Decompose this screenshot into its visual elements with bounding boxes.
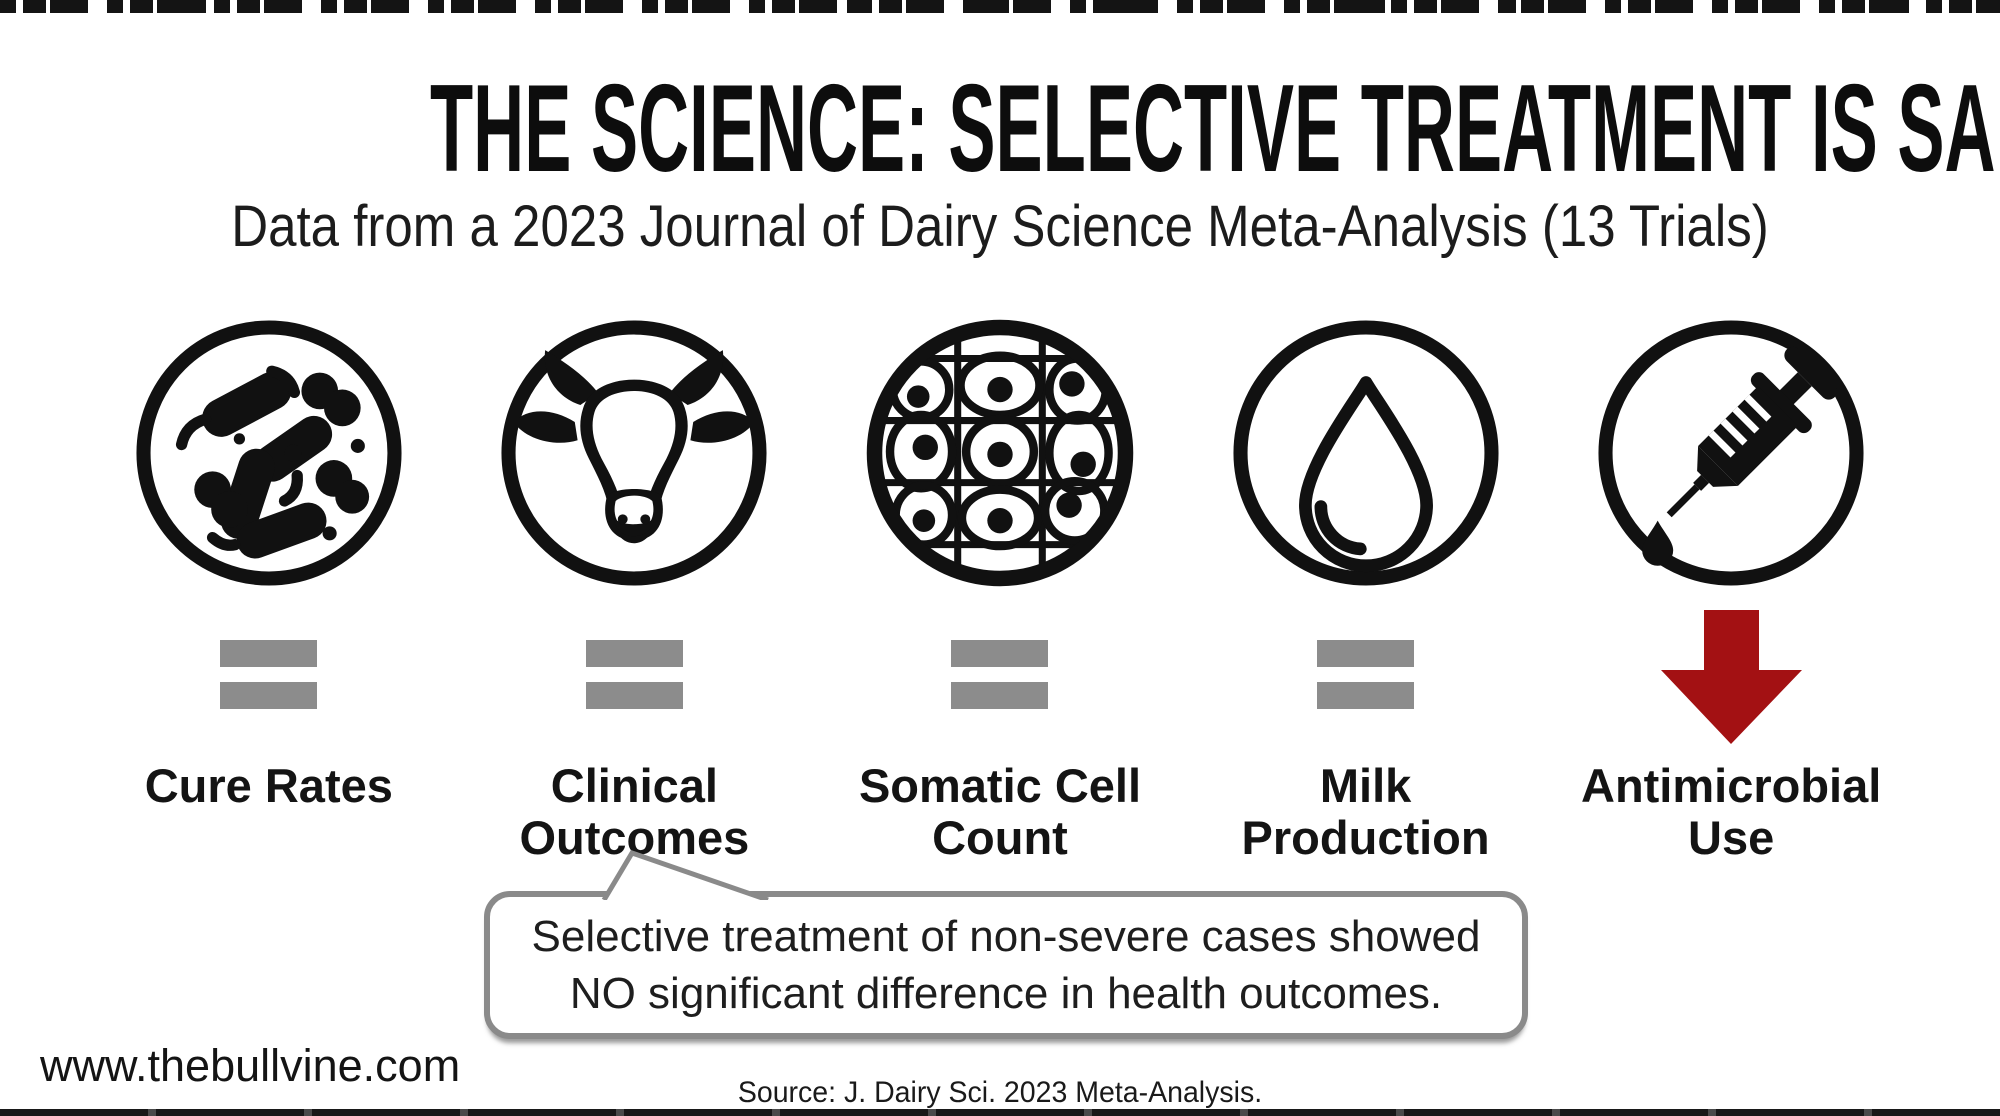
equals-sign (220, 610, 318, 750)
page-subtitle: Data from a 2023 Journal of Dairy Scienc… (231, 194, 1769, 259)
cow-icon (493, 312, 775, 594)
down-arrow-icon (1660, 610, 1802, 744)
column-somatic-cell-count: Somatic Cell Count (817, 312, 1183, 863)
equals-bar (1317, 640, 1415, 667)
equals-sign (951, 610, 1049, 750)
callout-bubble: Selective treatment of non-severe cases … (484, 891, 1528, 1039)
syringe-icon (1590, 312, 1872, 594)
equals-bar (585, 640, 683, 667)
page-title: THE SCIENCE: SELECTIVE TREATMENT IS SAFE (430, 60, 2000, 198)
equals-bar (1317, 682, 1415, 709)
bacteria-icon (128, 312, 410, 594)
column-milk-production: Milk Production (1183, 312, 1549, 863)
equals-bar (585, 682, 683, 709)
clipped-text-strip-top (0, 0, 2000, 13)
equals-sign (585, 610, 683, 750)
equals-bar (951, 640, 1049, 667)
column-clinical-outcomes: Clinical Outcomes (452, 312, 818, 863)
callout-line-1: Selective treatment of non-severe cases … (531, 911, 1481, 961)
equals-bar (220, 682, 318, 709)
somatic-cells-icon (859, 312, 1141, 594)
outcome-label: Clinical Outcomes (519, 759, 750, 864)
column-antimicrobial-use: Antimicrobial Use (1548, 312, 1914, 863)
website-url: www.thebullvine.com (40, 1040, 461, 1091)
equals-bar (951, 682, 1049, 709)
source-citation: Source: J. Dairy Sci. 2023 Meta-Analysis… (737, 1076, 1263, 1109)
equals-bar (220, 640, 318, 667)
callout-tail (601, 850, 769, 900)
callout-line-2: NO significant difference in health outc… (569, 969, 1443, 1018)
outcome-label: Cure Rates (144, 759, 393, 812)
column-cure-rates: Cure Rates (86, 312, 452, 863)
clipped-text-strip-bottom (0, 1109, 2000, 1116)
outcome-label: Milk Production (1241, 759, 1490, 864)
milk-drop-icon (1225, 312, 1507, 594)
outcome-label: Somatic Cell Count (858, 759, 1142, 864)
decrease-indicator (1660, 610, 1802, 750)
equals-sign (1317, 610, 1415, 750)
outcome-label: Antimicrobial Use (1581, 759, 1882, 864)
outcomes-row: Cure Rates (86, 312, 1914, 863)
